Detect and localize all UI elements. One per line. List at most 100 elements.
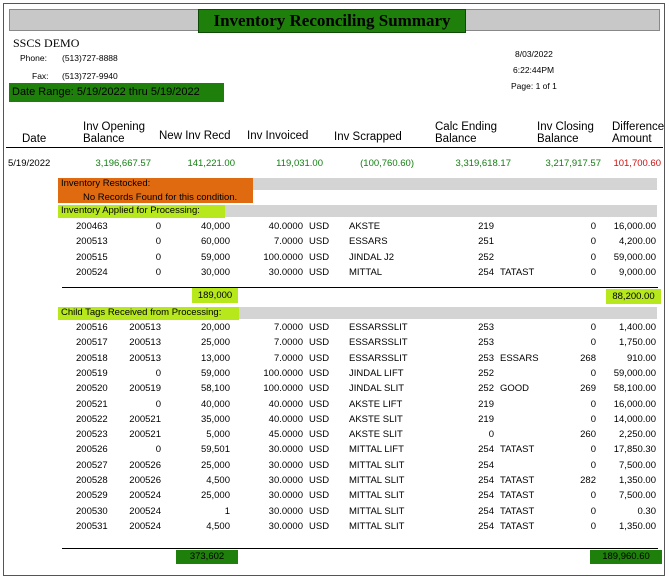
cell-qty: 4,500	[206, 520, 230, 532]
cell-count: 260	[580, 429, 596, 441]
cell-qty: 13,000	[200, 352, 230, 364]
cell-amount: 4,200.00	[619, 236, 656, 248]
cell-extra: TATAST	[500, 505, 535, 517]
cell-item: MITTAL SLIT	[349, 459, 405, 471]
cell-qty: 58,100	[200, 383, 230, 395]
cell-tag: 200518	[76, 352, 108, 364]
summary-new-recd: 141,221.00	[187, 158, 235, 169]
table-row: 200530 200524 1 30.0000 USD MITTAL SLIT 254 TAT…	[0, 506, 669, 520]
cell-count: 0	[590, 266, 596, 278]
cell-tag: 200515	[76, 251, 108, 263]
cell-amount: 59,000.00	[613, 367, 656, 379]
cell-loc: 219	[478, 398, 494, 410]
cell-qty: 59,501	[200, 444, 230, 456]
cell-qty: 5,000	[206, 429, 230, 441]
header-difference-2: Amount	[612, 133, 652, 145]
cell-cur: USD	[309, 251, 330, 263]
child-total-divider	[62, 548, 658, 549]
cell-tag: 200523	[76, 429, 108, 441]
restocked-highlight	[58, 178, 253, 203]
cell-parent: 0	[155, 221, 161, 232]
table-row: 200531 200524 4,500 30.0000 USD MITTAL SLIT 25…	[0, 521, 669, 535]
table-row: 200527 200526 25,000 30.0000 USD MITTAL SLIT 2…	[0, 460, 669, 474]
cell-cur: USD	[309, 221, 330, 232]
cell-count: 0	[590, 221, 596, 232]
cell-parent: 0	[155, 251, 161, 263]
cell-amount: 2,250.00	[619, 429, 656, 441]
report-date: 8/03/2022	[515, 49, 553, 59]
cell-item: JINDAL J2	[349, 251, 395, 263]
cell-loc: 253	[478, 337, 494, 349]
cell-qty: 25,000	[200, 490, 230, 502]
cell-count: 268	[580, 352, 596, 364]
cell-amount: 1,350.00	[619, 520, 656, 532]
cell-cur: USD	[309, 505, 330, 517]
applied-highlight	[58, 205, 225, 218]
cell-cur: USD	[309, 337, 330, 349]
header-inv-invoiced: Inv Invoiced	[247, 130, 309, 142]
cell-parent: 0	[155, 236, 161, 248]
cell-extra: TATAST	[500, 490, 535, 502]
cell-cur: USD	[309, 322, 330, 333]
header-inv-closing-2: Balance	[537, 133, 579, 145]
cell-tag: 200529	[76, 490, 108, 502]
cell-tag: 200519	[76, 367, 108, 379]
restocked-note: No Records Found for this condition.	[83, 192, 238, 203]
cell-loc: 252	[478, 383, 494, 395]
cell-qty: 1	[224, 505, 230, 517]
cell-price: 30.0000	[268, 475, 303, 486]
child-total-qty: 373,602	[176, 550, 238, 564]
cell-item: ESSARS	[349, 236, 388, 248]
cell-amount: 1,750.00	[619, 337, 656, 349]
cell-item: MITTAL SLIT	[349, 520, 405, 532]
cell-cur: USD	[309, 520, 330, 532]
cell-amount: 910.00	[626, 352, 656, 364]
cell-count: 282	[580, 475, 596, 486]
cell-qty: 4,500	[206, 475, 230, 486]
header-inv-scrapped: Inv Scrapped	[334, 131, 402, 143]
cell-qty: 25,000	[200, 459, 230, 471]
cell-cur: USD	[309, 459, 330, 471]
fax-value: (513)727-9940	[62, 71, 118, 81]
cell-item: AKSTE SLIT	[349, 413, 403, 425]
cell-amount: 59,000.00	[613, 251, 656, 263]
cell-parent: 200513	[129, 322, 161, 333]
cell-loc: 254	[478, 475, 494, 486]
cell-cur: USD	[309, 490, 330, 502]
cell-item: AKSTE SLIT	[349, 429, 403, 441]
cell-count: 0	[590, 490, 596, 502]
company-name: SSCS DEMO	[13, 36, 80, 50]
fax-label: Fax:	[32, 71, 49, 81]
cell-item: MITTAL	[349, 266, 383, 278]
cell-parent: 0	[155, 367, 161, 379]
summary-calc-ending: 3,319,618.17	[455, 158, 511, 169]
cell-tag: 200526	[76, 444, 108, 456]
cell-loc: 254	[478, 520, 494, 532]
cell-count: 0	[590, 444, 596, 456]
applied-label: Inventory Applied for Processing:	[61, 205, 200, 216]
table-row: 200513 0 60,000 7.0000 USD ESSARS 251 0 4,200.00	[0, 236, 669, 250]
cell-count: 0	[590, 251, 596, 263]
cell-price: 45.0000	[268, 429, 303, 441]
date-range: Date Range: 5/19/2022 thru 5/19/2022	[9, 83, 224, 102]
cell-amount: 16,000.00	[613, 221, 656, 232]
cell-parent: 200526	[129, 475, 161, 486]
cell-price: 30.0000	[268, 505, 303, 517]
cell-loc: 254	[478, 444, 494, 456]
cell-tag: 200513	[76, 236, 108, 248]
cell-cur: USD	[309, 383, 330, 395]
cell-loc: 253	[478, 322, 494, 333]
table-row: 200526 0 59,501 30.0000 USD MITTAL LIFT 254 TAT…	[0, 444, 669, 458]
cell-loc: 254	[478, 490, 494, 502]
cell-count: 0	[590, 322, 596, 333]
cell-item: ESSARSSLIT	[349, 352, 408, 364]
cell-qty: 30,000	[200, 266, 230, 278]
cell-amount: 16,000.00	[613, 398, 656, 410]
cell-parent: 200526	[129, 459, 161, 471]
applied-total-amount: 88,200.00	[606, 289, 661, 304]
cell-parent: 200524	[129, 520, 161, 532]
summary-scrapped: (100,760.60)	[360, 158, 414, 169]
phone-value: (513)727-8888	[62, 53, 118, 63]
cell-qty: 35,000	[200, 413, 230, 425]
cell-parent: 200519	[129, 383, 161, 395]
